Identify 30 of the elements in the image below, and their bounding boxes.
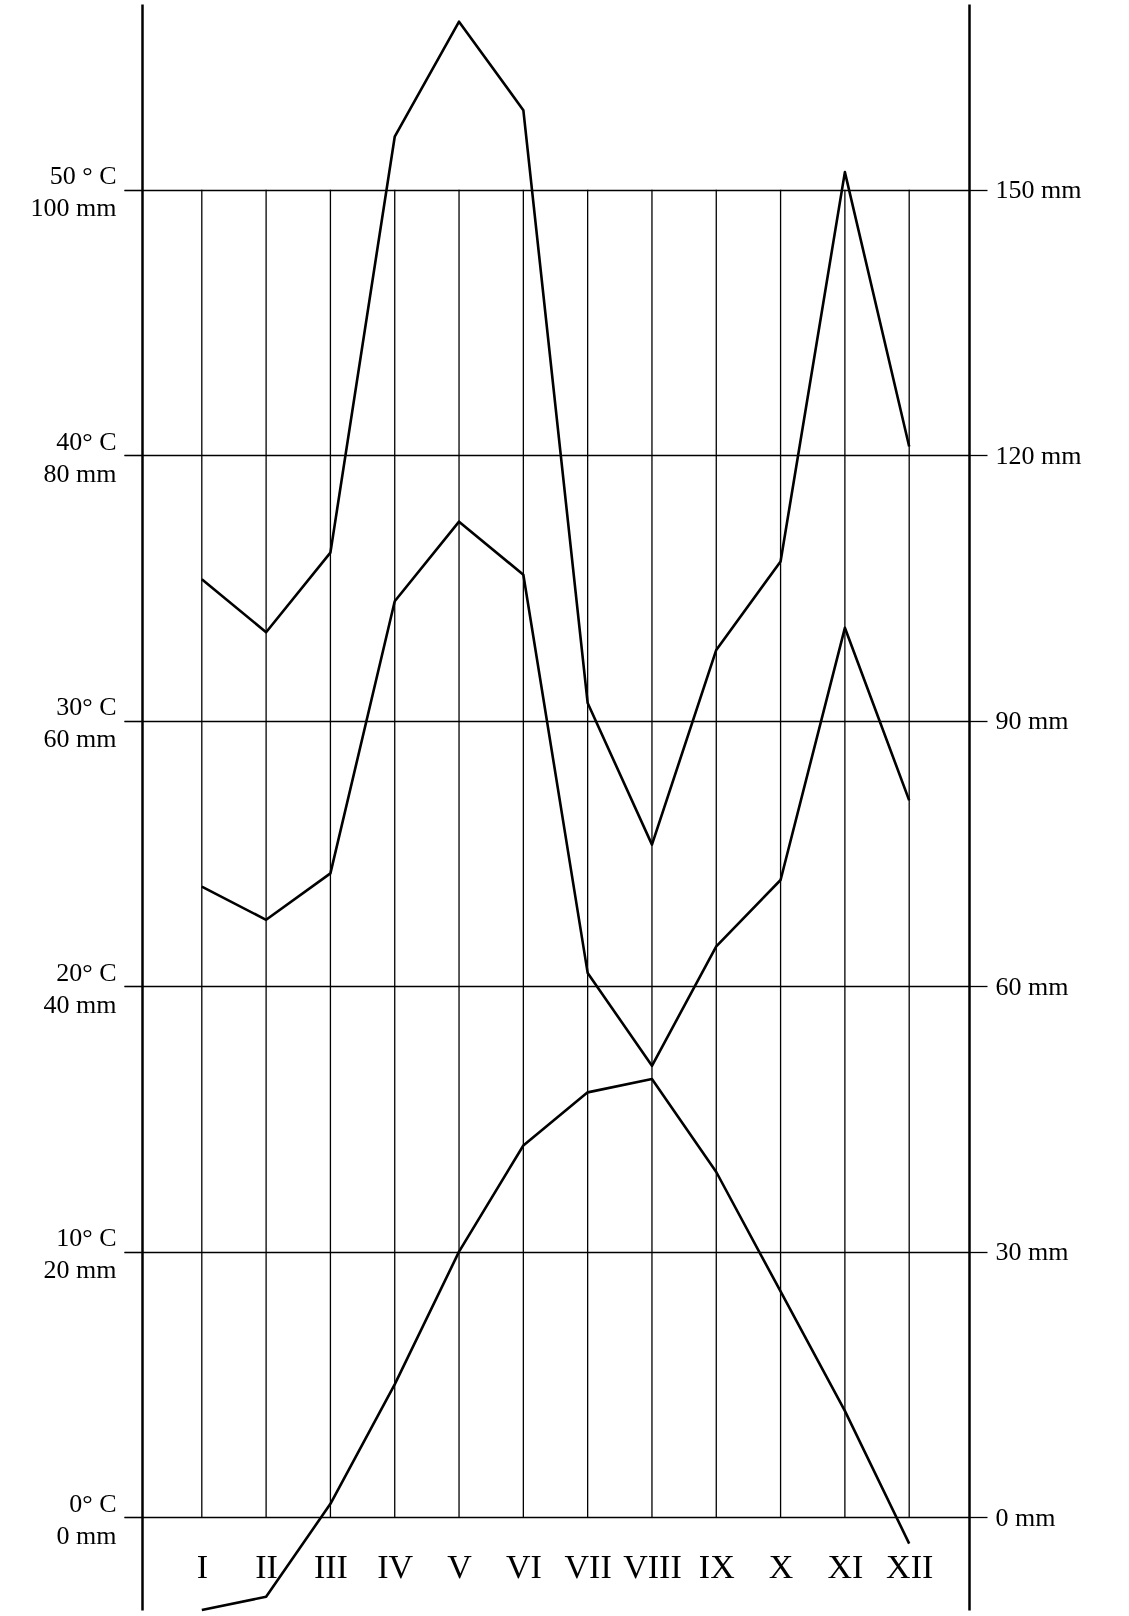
y3-tick-label: 0 mm [56,1520,117,1550]
y-tick-label: 30° C [56,692,117,722]
x-tick-label: IV [377,1547,414,1585]
x-tick-label: V [447,1547,473,1585]
y2-tick-label: 120 mm [995,440,1082,470]
x-tick-label: XI [827,1547,864,1585]
y3-tick-label: 80 mm [43,458,117,488]
y-tick-label: 40° C [56,426,117,456]
x-tick-label: VI [505,1547,542,1585]
y-tick-label: 50 ° C [49,161,117,191]
x-tick-label: I [196,1547,208,1585]
x-tick-label: II [255,1547,278,1585]
y3-tick-label: 40 mm [43,989,117,1019]
y-tick-label: 20° C [56,957,117,987]
x-tick-label: VIII [623,1547,682,1585]
y3-tick-label: 100 mm [30,193,117,223]
x-tick-label: III [313,1547,348,1585]
y-tick-label: 10° C [56,1223,117,1253]
y3-tick-label: 20 mm [43,1255,117,1285]
y2-tick-label: 30 mm [995,1237,1069,1267]
x-tick-label: VII [564,1547,612,1585]
x-tick-label: X [768,1547,794,1585]
y3-tick-label: 60 mm [43,724,117,754]
y-tick-label: 0° C [69,1488,117,1518]
x-tick-label: IX [698,1547,735,1585]
y2-tick-label: 0 mm [995,1502,1056,1532]
y2-tick-label: 60 mm [995,971,1069,1001]
y2-tick-label: 90 mm [995,706,1069,736]
y2-tick-label: 150 mm [995,175,1082,205]
x-tick-label: XII [886,1547,934,1585]
